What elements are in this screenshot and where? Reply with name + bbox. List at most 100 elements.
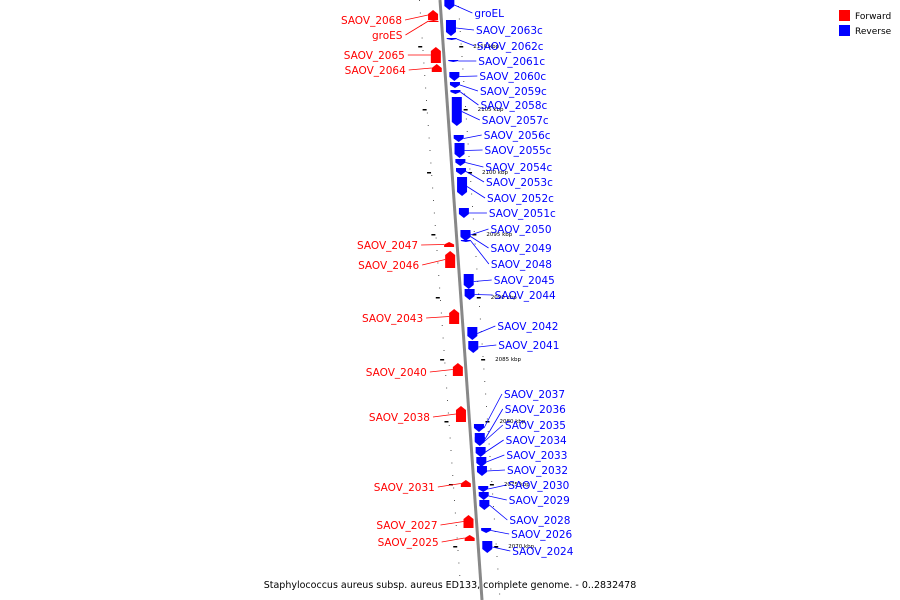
gene-label-connector	[464, 149, 483, 151]
tick-mark-left	[455, 525, 457, 526]
kbp-label: 2100 kbp	[482, 170, 508, 176]
gene-arrow-reverse	[460, 232, 471, 241]
gene-label-connector	[483, 393, 503, 429]
tick-mark-left	[440, 312, 442, 314]
map-caption: Staphylococcus aureus subsp. aureus ED13…	[264, 580, 637, 591]
legend-forward-label: Forward	[855, 12, 891, 22]
gene-label: SAOV_2044	[495, 290, 556, 302]
gene-label-connector	[459, 75, 478, 77]
tick-mark-left	[439, 287, 441, 289]
gene-arrow-reverse	[449, 82, 460, 88]
tick-mark-right	[465, 106, 466, 107]
kbp-dash-right	[463, 109, 468, 111]
gene-label: SAOV_2055c	[485, 145, 552, 157]
gene-arrow-reverse	[450, 90, 461, 94]
gene-label: SAOV_2046	[358, 260, 419, 272]
gene-label-connector	[404, 14, 429, 21]
gene-label-connector	[485, 439, 504, 453]
gene-label-connector	[454, 4, 473, 14]
gene-label: SAOV_2024	[512, 546, 573, 558]
tick-mark-right	[459, 31, 461, 32]
kbp-dash-left	[418, 46, 423, 48]
tick-mark-left	[454, 500, 455, 501]
gene-label: SAOV_2041	[498, 340, 559, 352]
gene-arrow-reverse	[463, 274, 474, 289]
tick-mark-right	[486, 406, 487, 407]
kbp-label: 2070 kbp	[508, 544, 534, 550]
tick-mark-left	[447, 400, 448, 401]
gene-label: SAOV_2051c	[489, 208, 556, 220]
gene-arrow-reverse	[449, 72, 460, 81]
gene-label: SAOV_2064	[345, 65, 406, 77]
gene-label: groEL	[474, 8, 504, 20]
legend: Forward Reverse	[839, 10, 892, 37]
tick-mark-right	[482, 356, 484, 357]
tick-mark-left	[450, 450, 452, 451]
gene-label: SAOV_2045	[494, 275, 555, 287]
tick-mark-left	[448, 425, 450, 426]
gene-label-connector	[492, 546, 511, 552]
gene-label-connector	[478, 344, 497, 348]
tick-mark-right	[471, 193, 473, 195]
gene-label-connector	[488, 495, 507, 501]
gene-arrow-forward	[455, 406, 466, 422]
gene-arrow-reverse	[476, 457, 487, 467]
tick-mark-left	[452, 475, 454, 476]
tick-mark-right	[479, 318, 481, 320]
gene-label: SAOV_2030	[508, 480, 569, 492]
gene-label-connector	[426, 316, 450, 319]
gene-arrow-reverse	[444, 0, 455, 10]
gene-label-connector	[486, 454, 505, 463]
gene-label-connector	[470, 236, 489, 249]
gene-label: SAOV_2027	[376, 520, 437, 532]
tick-mark-right	[495, 543, 497, 545]
gene-labels: SAOV_2068 groES SAOV_2065 SAOV_2064 groEL SAO…	[341, 4, 574, 558]
gene-label-connector	[441, 537, 465, 543]
gene-label-connector	[465, 162, 484, 168]
tick-mark-right	[467, 143, 469, 145]
gene-label: SAOV_2061c	[478, 56, 545, 68]
tick-mark-right	[489, 456, 491, 457]
gene-label: SAOV_2057c	[482, 115, 549, 127]
gene-label-connector	[466, 186, 486, 199]
tick-mark-left	[426, 112, 428, 114]
gene-arrow-reverse	[455, 159, 466, 166]
gene-arrow-reverse	[448, 60, 459, 62]
gene-arrow-forward	[428, 20, 439, 22]
tick-mark-right	[499, 593, 501, 595]
gene-label: SAOV_2034	[506, 435, 567, 447]
tick-mark-left	[426, 100, 427, 101]
gene-arrow-reverse	[473, 424, 484, 432]
gene-label-connector	[405, 20, 429, 36]
tick-mark-left	[433, 212, 435, 214]
kbp-label: 2095 kbp	[486, 232, 512, 238]
tick-mark-left	[419, 0, 420, 1]
gene-label: SAOV_2032	[507, 465, 568, 477]
gene-arrow-forward	[464, 535, 475, 541]
gene-label-connector	[429, 369, 453, 373]
gene-label: SAOV_2033	[506, 450, 567, 462]
gene-arrow-forward	[428, 10, 439, 20]
kbp-label: 2090 kbp	[491, 295, 517, 301]
tick-mark-right	[460, 43, 462, 45]
tick-mark-left	[433, 200, 434, 201]
tick-mark-left	[447, 412, 449, 414]
kbp-dash-left	[453, 546, 458, 548]
gene-label-connector	[465, 171, 485, 183]
gene-label: SAOV_2068	[341, 15, 402, 27]
gene-label-connector	[461, 111, 480, 121]
kbp-dash-right	[476, 297, 481, 299]
gene-label-connector	[486, 469, 505, 472]
tick-mark-right	[498, 581, 500, 582]
gene-arrow-reverse	[460, 240, 471, 242]
gene-arrow-reverse	[445, 20, 456, 36]
gene-label-connector	[488, 484, 507, 490]
tick-mark-right	[470, 181, 472, 182]
tick-mark-left	[425, 87, 427, 89]
tick-mark-left	[451, 462, 453, 464]
gene-label: SAOV_2053c	[486, 177, 553, 189]
gene-label: SAOV_2054c	[485, 162, 552, 174]
gene-label: SAOV_2037	[504, 389, 565, 401]
tick-mark-right	[487, 431, 489, 432]
tick-mark-right	[469, 168, 471, 170]
